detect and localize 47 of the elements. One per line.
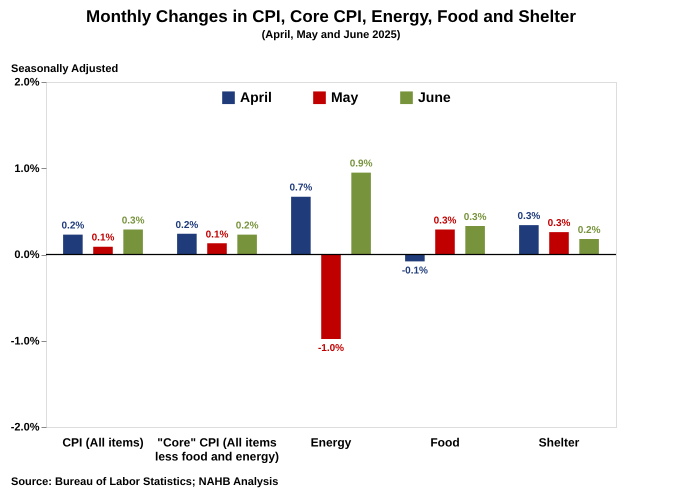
bar: [93, 246, 113, 254]
source-note: Source: Bureau of Labor Statistics; NAHB Analysis: [11, 476, 278, 488]
data-label: 0.1%: [206, 229, 229, 240]
x-tick-label: Energy: [310, 436, 352, 450]
data-label: 0.3%: [517, 211, 540, 222]
chart-subtitle: (April, May and June 2025): [262, 29, 401, 41]
legend-label: April: [240, 88, 272, 105]
data-label: 0.2%: [578, 224, 601, 236]
bar: [519, 225, 539, 254]
bar: [177, 234, 197, 254]
bar: [207, 243, 227, 254]
data-label: 0.2%: [175, 220, 198, 231]
text: Seasonally Adjusted: [11, 63, 118, 75]
bar: [63, 234, 83, 254]
x-tick-label: Shelter: [538, 436, 580, 450]
bar: [237, 234, 257, 254]
x-tick-label: Food: [430, 436, 460, 450]
data-label: 0.3%: [548, 218, 571, 230]
legend-label: May: [331, 88, 358, 105]
bar: [321, 254, 341, 340]
data-label: 0.2%: [61, 220, 84, 232]
bar: [549, 232, 569, 254]
data-label: -1.0%: [318, 343, 344, 354]
y-tick-label: 2.0%: [14, 76, 40, 88]
x-tick-label: "Core" CPI (All items less food and energy): [154, 436, 280, 464]
data-label: 0.9%: [350, 158, 373, 170]
bar: [465, 226, 485, 254]
bar: [405, 254, 425, 262]
y-tick-label: -1.0%: [10, 335, 40, 348]
bar: [351, 172, 371, 254]
bar: [123, 229, 143, 254]
data-label: 0.7%: [289, 182, 312, 194]
chart-title: Monthly Changes in CPI, Core CPI, Energy, Food and Shelter: [86, 7, 576, 26]
data-label: 0.3%: [122, 215, 145, 226]
y-tick-label: -2.0%: [10, 422, 40, 434]
bar: [579, 238, 599, 254]
bar: [435, 229, 455, 254]
bar: [291, 196, 311, 254]
x-tick-label: CPI (All items): [62, 436, 144, 450]
legend-label: June: [418, 88, 451, 105]
data-label: 0.3%: [434, 215, 457, 226]
data-label: 0.3%: [464, 212, 487, 224]
y-tick-label: 0.0%: [14, 249, 40, 261]
y-tick-label: 1.0%: [14, 162, 40, 175]
data-label: 0.1%: [92, 232, 115, 244]
data-label: -0.1%: [402, 265, 428, 276]
data-label: 0.2%: [236, 220, 259, 232]
